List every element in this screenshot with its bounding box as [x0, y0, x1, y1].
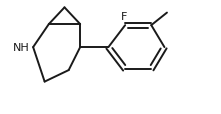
Text: F: F: [121, 11, 127, 21]
Text: NH: NH: [13, 43, 29, 53]
